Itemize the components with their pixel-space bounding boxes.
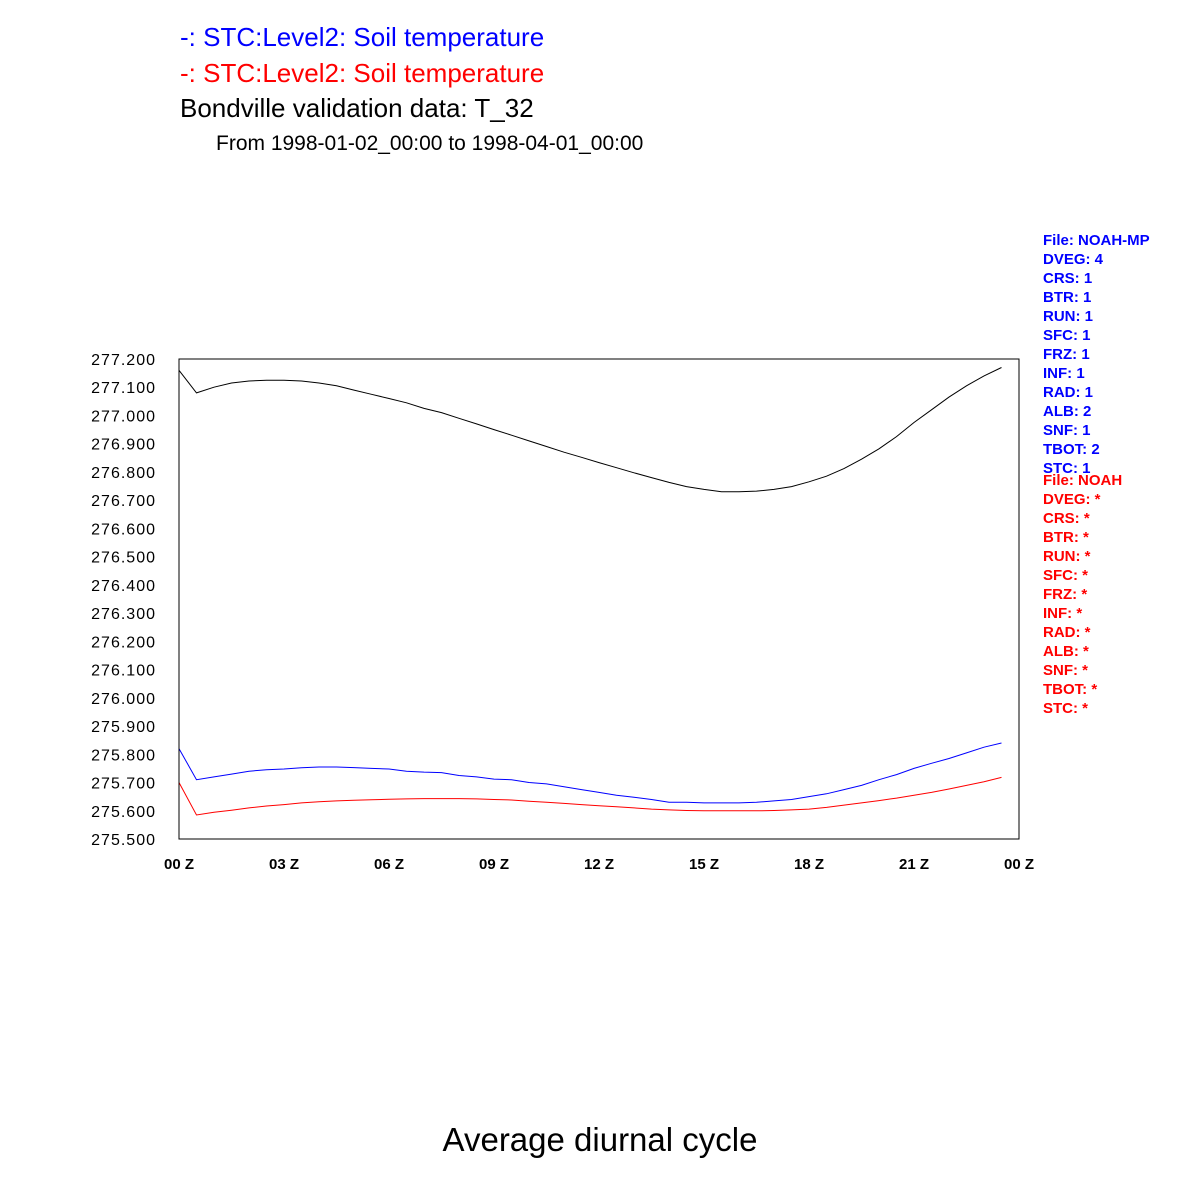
legend-noah-item: SFC: * <box>1043 567 1088 584</box>
legend-noah-item: CRS: * <box>1043 510 1090 527</box>
legend-noah-item: INF: * <box>1043 605 1083 622</box>
legend-noah-item: File: NOAH <box>1043 472 1123 489</box>
x-tick-label: 03 Z <box>269 856 299 873</box>
legend-noah-item: STC: * <box>1043 700 1088 717</box>
x-tick-label: 12 Z <box>584 856 614 873</box>
legend-noah-item: RUN: * <box>1043 548 1091 565</box>
y-tick-label: 277.100 <box>91 380 156 397</box>
series-line-black <box>178 367 1002 493</box>
legend-noah-mp-item: FRZ: 1 <box>1043 346 1090 363</box>
x-tick-label: 00 Z <box>1004 856 1034 873</box>
legend-noah-item: FRZ: * <box>1043 586 1088 603</box>
x-tick-label: 06 Z <box>374 856 404 873</box>
y-tick-label: 276.300 <box>91 606 156 623</box>
y-tick-label: 276.000 <box>91 691 156 708</box>
legend-noah-mp-item: RUN: 1 <box>1043 308 1094 325</box>
series-line-blue <box>178 742 1002 804</box>
plot-frame <box>178 358 1020 840</box>
y-tick-label: 277.000 <box>91 408 156 425</box>
legend-noah-item: DVEG: * <box>1043 491 1101 508</box>
legend-noah-mp: File: NOAH-MP DVEG: 4 CRS: 1 BTR: 1 RUN: 1 SF… <box>1043 231 1150 478</box>
x-tick-label: 18 Z <box>794 856 824 873</box>
legend-noah-item: BTR: * <box>1043 529 1089 546</box>
y-tick-label: 276.400 <box>91 578 156 595</box>
date-range-subtitle: From 1998-01-02_00:00 to 1998-04-01_00:0… <box>216 132 644 155</box>
legend-noah-mp-item: TBOT: 2 <box>1043 441 1100 458</box>
legend-noah: File: NOAH DVEG: * CRS: * BTR: * RUN: * SFC: … <box>1043 471 1122 718</box>
y-tick-label: 275.700 <box>91 776 156 793</box>
y-tick-label: 276.200 <box>91 634 156 651</box>
legend-noah-item: RAD: * <box>1043 624 1091 641</box>
y-tick-label: 276.600 <box>91 521 156 538</box>
legend-noah-item: TBOT: * <box>1043 681 1098 698</box>
legend-noah-mp-item: INF: 1 <box>1043 365 1085 382</box>
series-title-red: -: STC:Level2: Soil temperature <box>180 58 545 88</box>
y-tick-label: 276.100 <box>91 663 156 680</box>
legend-noah-mp-item: SFC: 1 <box>1043 327 1091 344</box>
legend-noah-mp-item: BTR: 1 <box>1043 289 1092 306</box>
y-tick-label: 277.200 <box>91 352 156 369</box>
y-tick-label: 276.700 <box>91 493 156 510</box>
y-tick-label: 275.600 <box>91 804 156 821</box>
y-tick-label: 275.800 <box>91 747 156 764</box>
legend-noah-mp-item: RAD: 1 <box>1043 384 1094 401</box>
bottom-caption: Average diurnal cycle <box>442 1121 758 1158</box>
x-tick-label: 09 Z <box>479 856 509 873</box>
x-tick-label: 21 Z <box>899 856 929 873</box>
legend-noah-mp-item: CRS: 1 <box>1043 270 1093 287</box>
legend-noah-mp-item: SNF: 1 <box>1043 422 1091 439</box>
legend-noah-mp-item: STC: 1 <box>1043 460 1091 477</box>
x-tick-label: 00 Z <box>164 856 194 873</box>
x-tick-label: 15 Z <box>689 856 719 873</box>
y-tick-label: 276.900 <box>91 437 156 454</box>
chart-title: Bondville validation data: T_32 <box>180 93 534 123</box>
series-title-blue: -: STC:Level2: Soil temperature <box>180 22 545 52</box>
legend-noah-mp-item: ALB: 2 <box>1043 403 1092 420</box>
legend-noah-mp-item: DVEG: 4 <box>1043 251 1104 268</box>
y-tick-label: 275.500 <box>91 832 156 849</box>
legend-noah-item: SNF: * <box>1043 662 1088 679</box>
series-line-red <box>178 776 1002 816</box>
legend-noah-item: ALB: * <box>1043 643 1089 660</box>
legend-noah-mp-item: File: NOAH-MP <box>1043 232 1150 249</box>
y-tick-label: 275.900 <box>91 719 156 736</box>
y-tick-label: 276.800 <box>91 465 156 482</box>
y-tick-label: 276.500 <box>91 550 156 567</box>
